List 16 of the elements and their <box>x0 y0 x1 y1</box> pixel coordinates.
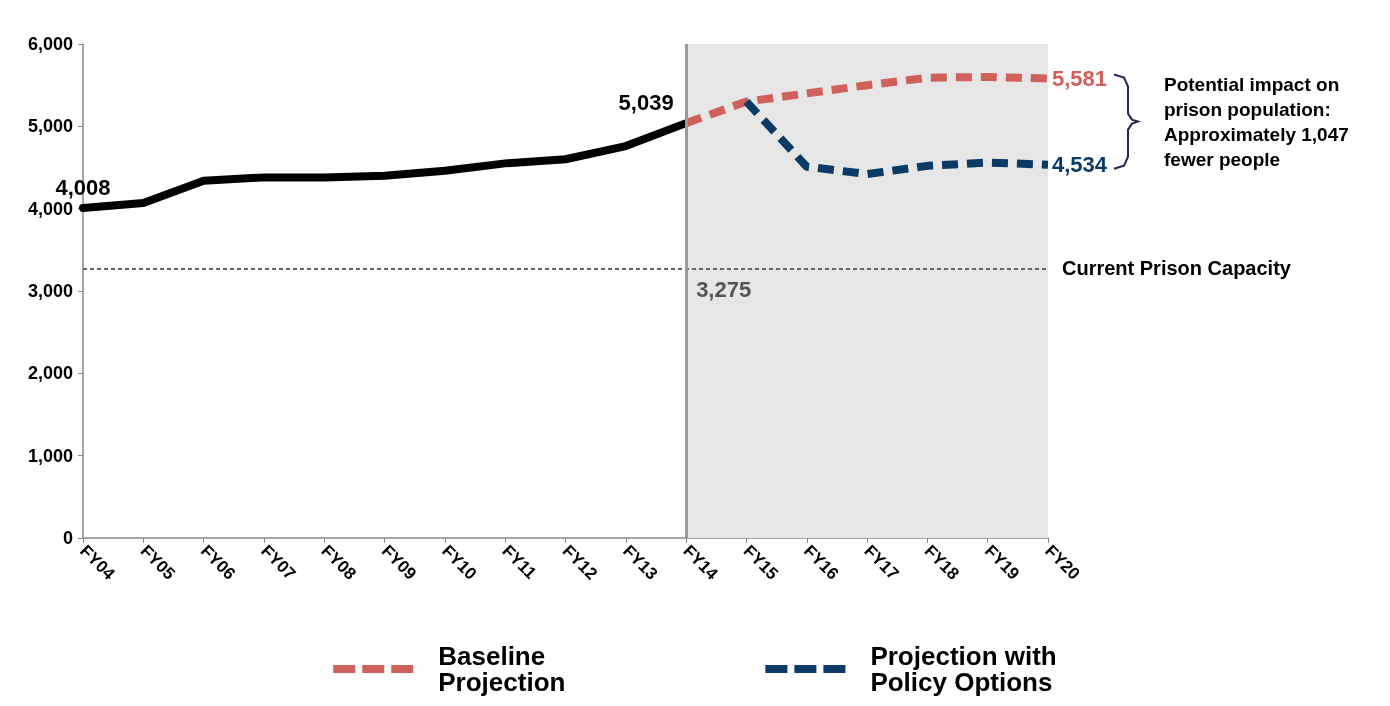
y-tick-label: 6,000 <box>27 34 73 54</box>
y-tick-label: 4,000 <box>27 198 73 219</box>
ref-line-label: Current Prison Capacity <box>1062 257 1292 280</box>
data-label: 4,534 <box>1052 152 1108 178</box>
y-tick-label: 2,000 <box>27 363 73 384</box>
legend-label: Projection with Policy Options <box>870 641 1057 697</box>
annotation: 3,275 <box>696 276 752 302</box>
y-tick-label: 3,000 <box>27 281 73 301</box>
text: Potential impact on prison population: Approximately 1,047 fewer people <box>1164 73 1355 170</box>
data-label: 4,008 <box>55 174 111 200</box>
data-label: 5,581 <box>1052 66 1108 91</box>
legend-label: Baseline Projection <box>438 641 566 697</box>
y-tick-label: 5,000 <box>27 116 73 137</box>
y-tick-label: 0 <box>62 528 73 548</box>
data-label: 5,039 <box>618 89 674 115</box>
y-tick-label: 1,000 <box>27 445 73 466</box>
